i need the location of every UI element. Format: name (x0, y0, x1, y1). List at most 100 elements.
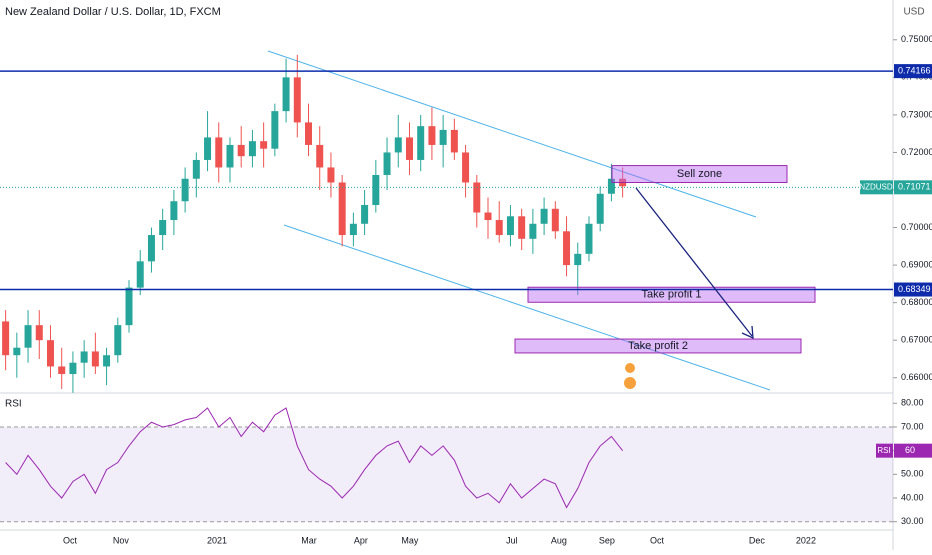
x-tick-label: Sep (599, 535, 615, 545)
rsi-value-badge (894, 443, 932, 458)
rsi-badge-label: RSI (877, 446, 890, 455)
candle-body (473, 182, 481, 213)
zone-label: Take profit 1 (642, 289, 702, 301)
level-badge (894, 282, 932, 297)
candle-body (394, 137, 402, 153)
rsi-tick-label: 50.00 (901, 469, 924, 479)
y-tick-label: 0.69000 (901, 259, 932, 269)
candle-body (80, 351, 88, 363)
candle-body (439, 129, 447, 145)
candle-body (361, 205, 369, 224)
candle-body (170, 201, 178, 221)
candle-body (237, 144, 245, 157)
arrow-head (741, 325, 754, 340)
candle-body (563, 231, 571, 266)
candle-body (248, 141, 256, 157)
candle-body (484, 212, 492, 221)
y-tick-label: 0.66000 (901, 372, 932, 382)
rsi-band (0, 426, 893, 522)
candle-body (181, 178, 189, 202)
candle-body (428, 126, 436, 145)
candle-body (159, 220, 167, 236)
candle-body (574, 253, 582, 266)
candle-body (551, 208, 559, 232)
zone (527, 286, 816, 303)
x-tick-label: Mar (301, 535, 317, 545)
y-tick-label: 0.72000 (901, 147, 932, 157)
event-icon (625, 363, 635, 373)
candle-body (136, 261, 144, 288)
candle-body (372, 174, 380, 206)
x-tick-label: Oct (650, 535, 665, 545)
candle-body (327, 167, 335, 183)
candle-body (349, 223, 357, 236)
candle-body (529, 223, 537, 239)
symbol-badge (860, 180, 893, 195)
candle-body (462, 152, 470, 183)
candle-body (69, 362, 77, 374)
x-tick-label: Aug (551, 535, 567, 545)
rsi-tick-label: 40.00 (901, 492, 924, 502)
channel-upper (267, 50, 757, 218)
candle-body (271, 111, 279, 149)
currency: USD (903, 7, 924, 18)
price-label: 0.71071 (898, 182, 931, 192)
candle-body (338, 182, 346, 236)
candle-body (282, 77, 290, 112)
y-tick-label: 0.70000 (901, 222, 932, 232)
candle-body (495, 220, 503, 236)
y-tick-label: 0.73000 (901, 109, 932, 119)
x-tick-label: Apr (354, 535, 368, 545)
candle-body (192, 159, 200, 179)
zone (611, 165, 788, 183)
candle-body (305, 122, 313, 145)
channel-lower (283, 224, 771, 391)
level-badge (894, 64, 932, 79)
y-tick-label: 0.68000 (901, 297, 932, 307)
candle-body (91, 351, 99, 367)
candle-body (35, 325, 43, 341)
x-tick-label: Dec (749, 535, 766, 545)
candle-body (450, 129, 458, 153)
candle-body (417, 126, 425, 160)
rsi-tick-label: 80.00 (901, 398, 924, 408)
candle-body (260, 141, 268, 149)
price-badge (894, 180, 932, 195)
y-tick-label: 0.67000 (901, 335, 932, 345)
candle-body (46, 340, 54, 367)
candle-body (147, 235, 155, 262)
candle-body (540, 208, 548, 224)
candle-body (596, 193, 604, 224)
x-tick-label: Jul (506, 535, 518, 545)
rsi-value-label: 60 (905, 445, 915, 455)
candle-body (405, 137, 413, 160)
candle-body (607, 178, 615, 194)
rsi-line (5, 407, 624, 509)
price-pane: 0.750000.740000.730000.720000.710000.700… (0, 34, 932, 393)
x-tick-label: May (401, 535, 419, 545)
zone (514, 338, 802, 354)
zone-label: Take profit 2 (628, 340, 688, 352)
rsi-tick-label: 70.00 (901, 421, 924, 431)
chart-title: New Zealand Dollar / U.S. Dollar, 1D, FX… (5, 6, 221, 18)
candle-body (58, 366, 66, 374)
x-tick-label: 2021 (207, 535, 227, 545)
level-label: 0.74166 (898, 65, 931, 75)
rsi-title: RSI (5, 399, 22, 410)
candle-body (114, 325, 122, 356)
rsi-badge (876, 443, 893, 458)
candle-body (316, 144, 324, 168)
candle-body (215, 137, 223, 168)
candle-body (506, 216, 514, 236)
zone-label: Sell zone (677, 168, 722, 180)
candle-body (518, 216, 526, 239)
candle-body (103, 355, 111, 367)
event-icon (624, 377, 636, 389)
arrow-line (635, 187, 753, 337)
candle-body (125, 287, 133, 326)
x-tick-label: 2022 (796, 535, 816, 545)
